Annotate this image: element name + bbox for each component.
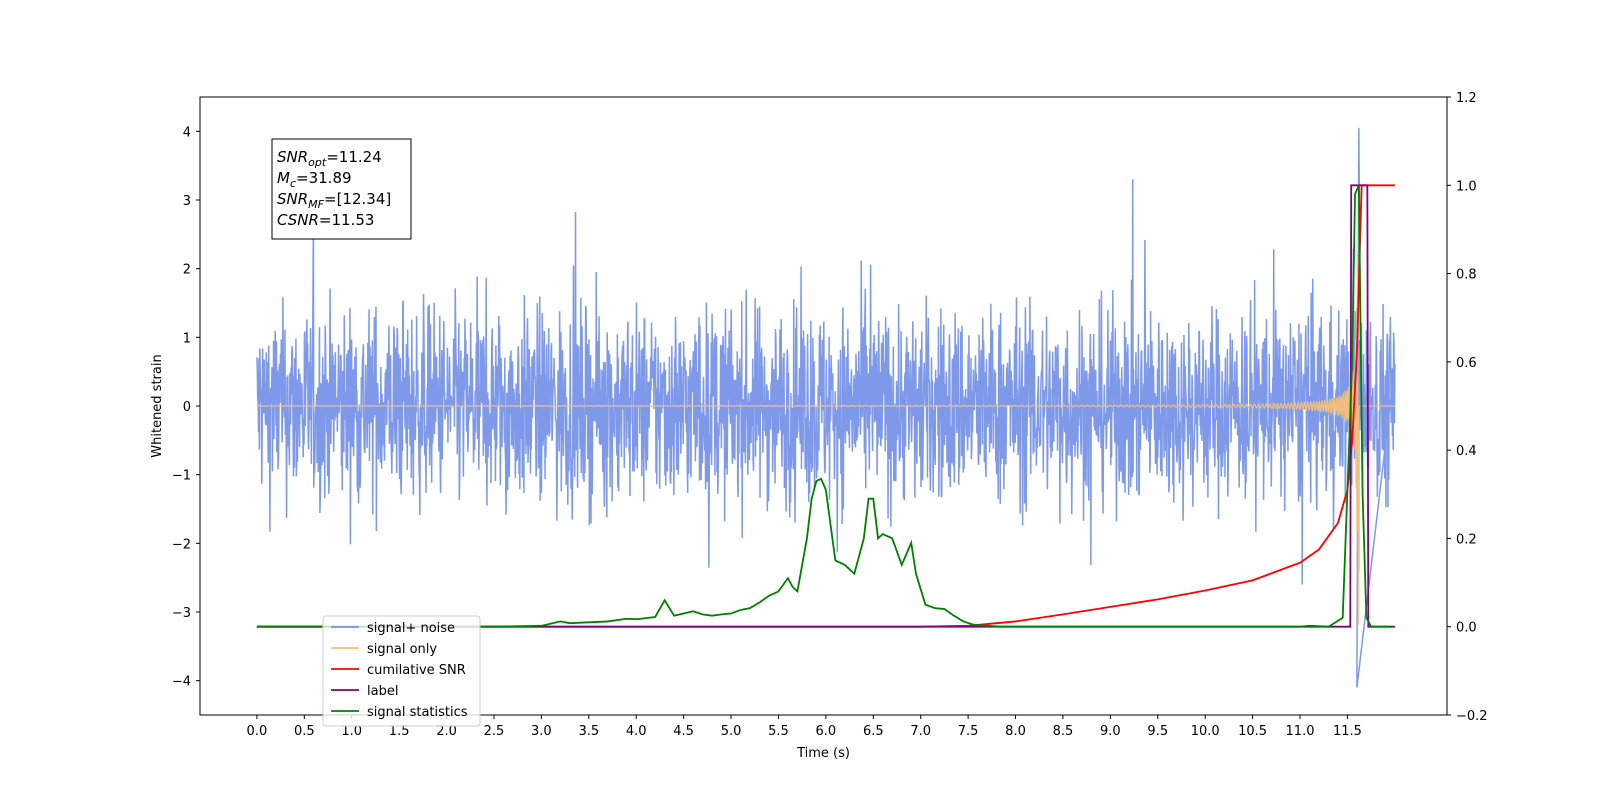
x-tick-label: 8.0: [1005, 724, 1026, 739]
y2-tick-label: 0.8: [1456, 268, 1477, 283]
x-tick-label: 6.0: [816, 724, 837, 739]
annotation-csnr: CSNR=11.53: [277, 211, 374, 229]
y-tick-label: 3: [183, 194, 191, 209]
legend-label: signal statistics: [367, 705, 468, 720]
series-signal-only: [256, 252, 1395, 625]
legend-label: signal+ noise: [367, 621, 455, 636]
x-tick-label: 10.5: [1238, 724, 1267, 739]
legend-entry: label: [331, 684, 398, 699]
y-tick-label: 2: [183, 263, 191, 278]
x-tick-label: 9.0: [1100, 724, 1121, 739]
y-axis-left: −4 −3 −2 −1 0 1 2 3 4: [172, 125, 200, 690]
x-tick-label: 4.5: [673, 724, 694, 739]
annotation-snr-mf: SNRMF=[12.34]: [277, 190, 391, 211]
x-tick-label: 0.0: [247, 724, 268, 739]
legend-label: signal only: [367, 642, 437, 657]
y-tick-label: −1: [172, 469, 191, 484]
y2-tick-label: −0.2: [1456, 709, 1488, 724]
series-signal-statistics: [256, 184, 1391, 628]
y-tick-label: 4: [183, 125, 191, 140]
y2-tick-label: 1.0: [1456, 179, 1477, 194]
y-tick-label: −3: [172, 606, 191, 621]
legend-entry: signal only: [331, 642, 437, 657]
x-tick-label: 1.5: [389, 724, 410, 739]
x-tick-label: 10.0: [1191, 724, 1220, 739]
snr-mf-subscript: MF: [308, 198, 324, 211]
x-tick-label: 3.0: [531, 724, 552, 739]
snr-opt-value: =11.24: [326, 148, 382, 166]
snr-opt-symbol: SNR: [277, 148, 308, 166]
legend-label: label: [367, 684, 398, 699]
x-tick-label: 2.5: [484, 724, 505, 739]
x-tick-label: 5.5: [768, 724, 789, 739]
x-tick-label: 11.0: [1286, 724, 1315, 739]
y-tick-label: 1: [183, 331, 191, 346]
x-tick-label: 3.5: [578, 724, 599, 739]
x-tick-label: 9.5: [1147, 724, 1168, 739]
legend-label: cumilative SNR: [367, 663, 466, 678]
y-axis-title: Whitened strain: [150, 354, 165, 457]
legend-entry: signal statistics: [331, 705, 468, 720]
y2-tick-label: 0.6: [1456, 356, 1477, 371]
snr-opt-subscript: opt: [308, 156, 327, 169]
x-tick-label: 0.5: [294, 724, 315, 739]
metrics-annotation-box: SNRopt=11.24 Mc=31.89 SNRMF=[12.34] CSNR…: [271, 138, 412, 240]
x-tick-label: 2.0: [436, 724, 457, 739]
series-layer: [256, 127, 1396, 688]
mc-subscript: c: [290, 177, 296, 190]
csnr-symbol: CSNR: [277, 211, 319, 229]
mc-value: =31.89: [296, 169, 352, 187]
x-tick-label: 7.5: [958, 724, 979, 739]
x-tick-label: 6.5: [863, 724, 884, 739]
snr-mf-value: =[12.34]: [324, 190, 391, 208]
y-tick-label: 0: [183, 400, 191, 415]
annotation-box-frame: [271, 138, 412, 240]
annotation-snr-opt: SNRopt=11.24: [277, 148, 382, 169]
x-axis-title: Time (s): [796, 746, 850, 761]
x-tick-label: 5.0: [721, 724, 742, 739]
legend-entry: signal+ noise: [331, 621, 455, 636]
y2-tick-label: 0.2: [1456, 532, 1477, 547]
legend: signal+ noise signal only cumilative SNR la…: [322, 615, 481, 727]
snr-mf-symbol: SNR: [277, 190, 308, 208]
series-cumulative-snr: [256, 184, 1395, 628]
legend-entry: cumilative SNR: [331, 663, 466, 678]
annotation-mc: Mc=31.89: [277, 169, 352, 190]
y-axis-right: −0.2 0.0 0.2 0.4 0.6 0.8 1.0 1.2: [1447, 91, 1488, 724]
y-tick-label: −4: [172, 675, 191, 690]
csnr-value: =11.53: [319, 211, 375, 229]
x-tick-label: 4.0: [626, 724, 647, 739]
x-tick-label: 1.0: [341, 724, 362, 739]
x-axis: 0.0 0.5 1.0 1.5 2.0 2.5 3.0 3.5 4.0 4.5 5.0 5.5 6.0 6…: [247, 715, 1362, 739]
x-tick-label: 8.5: [1053, 724, 1074, 739]
y-tick-label: −2: [172, 537, 191, 552]
legend-frame: [322, 615, 481, 727]
x-tick-label: 7.0: [910, 724, 931, 739]
series-signal-plus-noise: [256, 127, 1396, 688]
y2-tick-label: 1.2: [1456, 91, 1477, 106]
y2-tick-label: 0.0: [1456, 621, 1477, 636]
y2-tick-label: 0.4: [1456, 444, 1477, 459]
x-tick-label: 11.5: [1333, 724, 1362, 739]
mc-symbol: M: [277, 169, 290, 187]
